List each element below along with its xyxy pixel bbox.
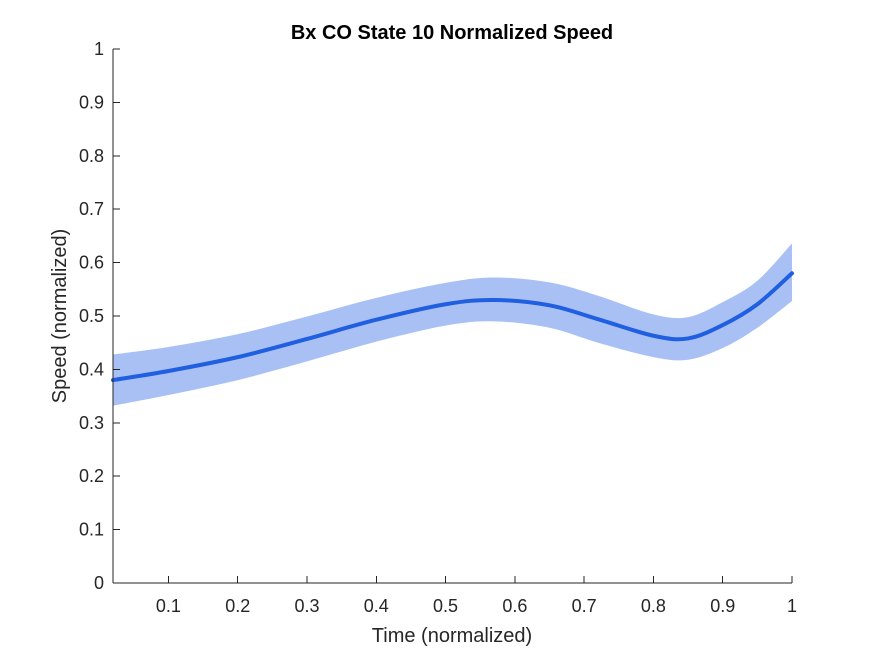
y-tick-label: 0.4 xyxy=(79,359,104,379)
y-tick-label: 0.5 xyxy=(79,306,104,326)
x-tick-label: 0.3 xyxy=(294,596,319,616)
x-tick-label: 0.6 xyxy=(502,596,527,616)
y-tick-label: 0.2 xyxy=(79,466,104,486)
y-tick-label: 0.9 xyxy=(79,92,104,112)
y-tick-label: 0.3 xyxy=(79,413,104,433)
x-tick-label: 0.8 xyxy=(641,596,666,616)
confidence-band xyxy=(113,243,792,406)
x-tick-label: 0.9 xyxy=(710,596,735,616)
y-tick-label: 0.7 xyxy=(79,199,104,219)
x-tick-label: 0.2 xyxy=(225,596,250,616)
axes: 0 0.1 0.2 0.3 0.4 0.5 0.6 0.7 0.8 0.9 1 0.1 0.2 0.3 0.… xyxy=(79,39,797,616)
x-tick-label: 0.4 xyxy=(364,596,389,616)
y-tick-label: 0.6 xyxy=(79,253,104,273)
x-tick-label: 0.5 xyxy=(433,596,458,616)
x-tick-label: 0.1 xyxy=(156,596,181,616)
confidence-band-layer xyxy=(113,243,792,406)
mean-line-layer xyxy=(111,271,794,383)
chart-title: Bx CO State 10 Normalized Speed xyxy=(291,22,613,44)
mean-speed-line xyxy=(111,271,794,383)
y-tick-label: 1 xyxy=(94,39,104,59)
x-tick-label: 1 xyxy=(787,596,797,616)
y-tick-label: 0 xyxy=(94,573,104,593)
y-axis-label: Speed (normalized) xyxy=(49,229,71,404)
y-tick-label: 0.1 xyxy=(79,520,104,540)
x-axis-label: Time (normalized) xyxy=(372,625,532,647)
y-tick-label: 0.8 xyxy=(79,146,104,166)
x-tick-label: 0.7 xyxy=(572,596,597,616)
